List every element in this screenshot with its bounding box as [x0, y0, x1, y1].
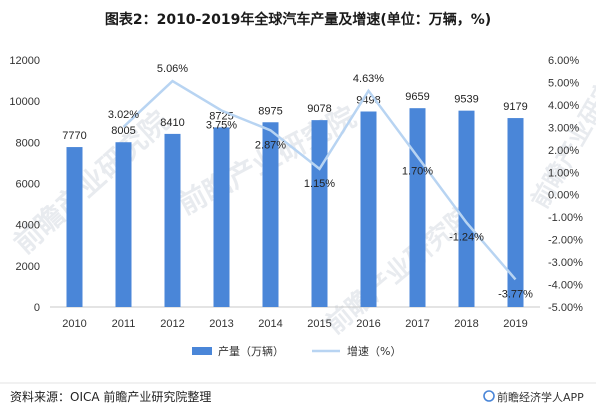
- line-value-label: 4.63%: [353, 73, 384, 85]
- bar: [507, 118, 524, 307]
- legend: 产量（万辆） 增速（%）: [192, 344, 401, 358]
- left-axis-tick-label: 8000: [16, 137, 40, 149]
- left-axis-tick-label: 4000: [16, 220, 40, 232]
- line-value-label: 5.06%: [157, 63, 188, 75]
- bar: [262, 122, 279, 307]
- line-value-label: 3.02%: [108, 109, 139, 121]
- bar: [311, 120, 328, 307]
- bar: [66, 147, 83, 307]
- legend-line-label: 增速（%）: [347, 344, 401, 358]
- x-axis-tick-label: 2018: [454, 318, 478, 330]
- legend-bar-swatch: [192, 347, 212, 355]
- x-axis-tick-label: 2015: [307, 318, 331, 330]
- right-axis-tick-label: 3.00%: [548, 122, 579, 134]
- bar: [458, 110, 475, 308]
- x-axis-tick-label: 2019: [503, 318, 527, 330]
- right-axis-tick-label: 4.00%: [548, 100, 579, 112]
- right-axis-tick-label: -1.00%: [548, 212, 583, 224]
- legend-bar-label: 产量（万辆）: [218, 344, 284, 358]
- bar-series: [66, 108, 524, 308]
- brand-text: 前瞻经济学人APP: [497, 390, 584, 404]
- left-axis-tick-label: 6000: [16, 179, 40, 191]
- bar-value-label: 8975: [258, 105, 282, 117]
- brand-logo: 前瞻经济学人APP: [483, 390, 584, 404]
- line-data-labels: 3.02% 5.06% 3.75% 2.87% 1.15% 4.63% 1.70% -1.24…: [108, 63, 533, 300]
- bar: [409, 108, 426, 308]
- growth-line: [122, 79, 517, 281]
- bar-value-label: 8410: [160, 117, 184, 129]
- line-value-label: -3.77%: [498, 288, 533, 300]
- right-axis-tick-label: 6.00%: [548, 55, 579, 67]
- x-axis-tick-label: 2011: [112, 318, 136, 330]
- left-axis-tick-label: 12000: [9, 55, 40, 67]
- line-value-label: 3.75%: [206, 120, 237, 132]
- right-axis-tick-label: 0.00%: [548, 190, 579, 202]
- x-axis-ticks: 2010 2011 2012 2013 2014 2015 2016 2017 2018 2019: [62, 318, 527, 330]
- bar: [164, 133, 181, 307]
- bar-value-label: 9659: [405, 91, 429, 103]
- left-axis-ticks: 0 2000 4000 6000 8000 10000 12000: [9, 55, 40, 314]
- bar-value-label: 9078: [307, 103, 331, 115]
- bar-value-label: 9539: [454, 94, 478, 106]
- left-axis-tick-label: 0: [34, 302, 40, 314]
- line-value-label: 1.15%: [304, 178, 335, 190]
- x-axis-tick-label: 2013: [209, 318, 233, 330]
- bar-value-label: 9179: [503, 101, 527, 113]
- bar-value-label: 7770: [62, 130, 86, 142]
- right-axis-tick-label: -5.00%: [548, 302, 583, 314]
- chart-title: 图表2：2010-2019年全球汽车产量及增速(单位：万辆，%): [105, 11, 491, 28]
- bar: [360, 111, 377, 307]
- left-axis-tick-label: 10000: [9, 96, 40, 108]
- right-axis-tick-label: 2.00%: [548, 145, 579, 157]
- line-value-label: 2.87%: [255, 139, 286, 151]
- right-axis-tick-label: -4.00%: [548, 280, 583, 292]
- bar-value-label: 8005: [111, 125, 135, 137]
- bar: [115, 142, 132, 307]
- x-axis-tick-label: 2012: [160, 318, 184, 330]
- left-axis-tick-label: 2000: [16, 261, 40, 273]
- right-axis-tick-label: -2.00%: [548, 235, 583, 247]
- right-axis-tick-label: 1.00%: [548, 167, 579, 179]
- x-axis-tick-label: 2017: [405, 318, 429, 330]
- brand-icon: [483, 390, 495, 402]
- right-axis-tick-label: 5.00%: [548, 77, 579, 89]
- bar: [213, 127, 230, 307]
- right-axis-ticks: -5.00% -4.00% -3.00% -2.00% -1.00% 0.00% 1.00%…: [548, 55, 583, 314]
- x-axis-tick-label: 2010: [62, 318, 86, 330]
- x-axis-tick-label: 2014: [258, 318, 282, 330]
- x-axis-tick-label: 2016: [356, 318, 380, 330]
- line-value-label: -1.24%: [449, 232, 484, 244]
- line-value-label: 1.70%: [402, 166, 433, 178]
- right-axis-tick-label: -3.00%: [548, 257, 583, 269]
- source-note: 资料来源：OICA 前瞻产业研究院整理: [10, 389, 211, 404]
